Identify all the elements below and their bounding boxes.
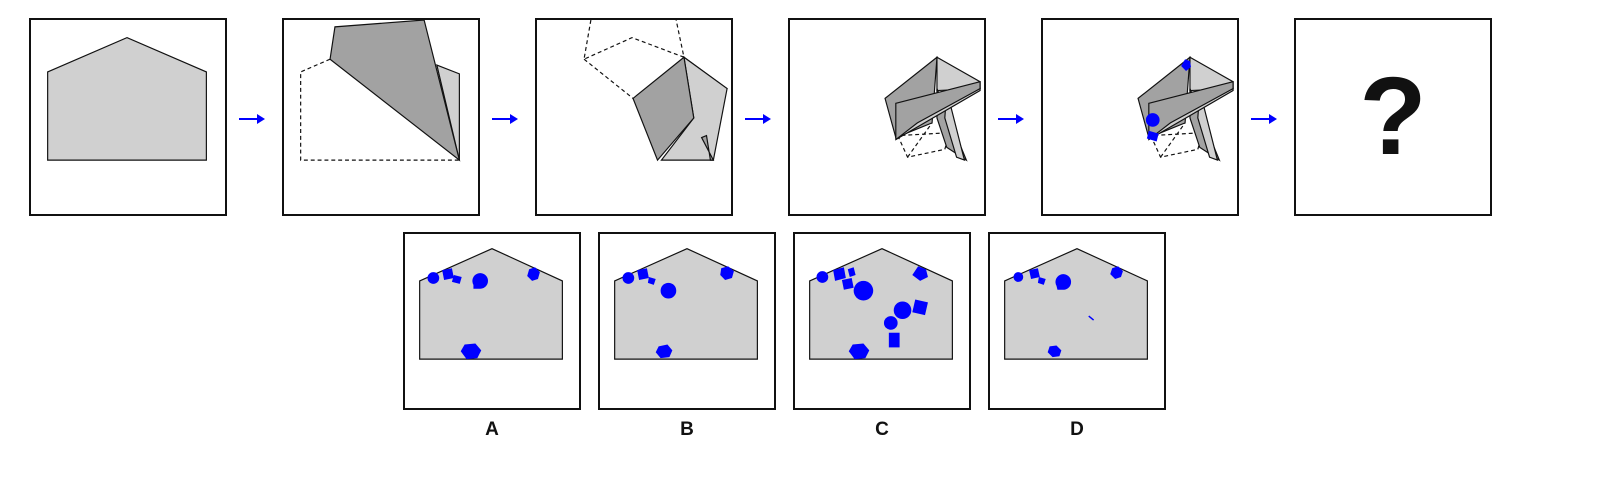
step-5-panel — [1041, 18, 1239, 216]
hole-hexagon-icon — [460, 343, 482, 360]
option-d-panel[interactable] — [988, 232, 1166, 410]
hole-hexagon-icon — [1110, 266, 1123, 279]
arrow-icon — [745, 114, 771, 124]
paper-pentagon — [809, 248, 953, 360]
previous-outline-dashed — [1160, 122, 1186, 158]
previous-outline-dashed — [1149, 132, 1204, 158]
option-b-figure — [614, 248, 758, 360]
paper-pentagon — [47, 36, 207, 161]
hole-hexagon-icon — [655, 344, 673, 359]
paper-front-light — [1148, 87, 1234, 141]
hole-hexagon-icon — [848, 343, 870, 360]
arrow-icon — [1251, 114, 1277, 124]
step-5-figure — [1137, 55, 1234, 162]
hole-hexagon-icon — [1047, 345, 1062, 358]
option-d-figure — [1004, 248, 1148, 360]
hole-circle-icon — [1145, 113, 1160, 127]
step-4-figure — [884, 55, 981, 162]
hole-hexagon-icon — [720, 266, 734, 280]
hole-circle-icon — [816, 271, 829, 283]
hole-square-icon — [451, 275, 462, 284]
option-a-label: A — [485, 419, 499, 440]
option-c-panel[interactable] — [793, 232, 971, 410]
hole-hexagon-icon — [527, 267, 540, 281]
hole-circle-icon — [622, 272, 635, 284]
step-3-panel — [535, 18, 733, 216]
hole-square-icon — [637, 268, 649, 280]
paper-small-tip — [700, 134, 715, 161]
hole-circle-icon — [660, 282, 677, 299]
original-outline-dashed — [300, 58, 460, 161]
answer-panel: ? — [1294, 18, 1492, 216]
question-mark: ? — [1359, 55, 1427, 178]
hole-square-icon — [833, 267, 846, 281]
option-d-label: D — [1070, 419, 1084, 440]
hole-pentagon-icon — [1181, 59, 1191, 71]
step-3-figure — [583, 20, 728, 162]
step-2-figure — [300, 20, 461, 162]
option-c-figure — [809, 248, 953, 360]
hole-circle-icon — [883, 316, 898, 330]
arrow-icon — [998, 114, 1024, 124]
hole-square-icon — [888, 332, 900, 348]
hole-circle-icon — [853, 280, 874, 301]
hole-square-icon — [442, 268, 454, 280]
paper-dark-layer — [632, 56, 695, 162]
paper-pentagon — [419, 248, 563, 360]
hole-pacman-icon — [472, 273, 489, 289]
hole-circle-icon — [1013, 272, 1024, 282]
step-1-panel — [29, 18, 227, 216]
hole-square-icon — [912, 299, 928, 316]
option-a-figure — [419, 248, 563, 360]
option-b-label: B — [680, 419, 694, 440]
hole-pacman-icon — [1055, 274, 1072, 290]
paper-pentagon — [614, 248, 758, 360]
hole-square-icon — [1146, 130, 1159, 142]
hole-square-icon — [647, 277, 656, 285]
folded-flap — [329, 20, 461, 162]
hole-pentagon-icon — [912, 266, 928, 281]
previous-outline-dashed — [907, 122, 933, 158]
previous-outline-dashed — [896, 132, 951, 158]
hole-slit-icon — [1088, 315, 1095, 321]
previous-outline-dashed — [583, 58, 634, 99]
option-a-panel[interactable] — [403, 232, 581, 410]
arrow-icon — [239, 114, 265, 124]
step-2-panel — [282, 18, 480, 216]
arrow-icon — [492, 114, 518, 124]
hole-square-icon — [841, 277, 854, 290]
hole-square-icon — [1037, 277, 1046, 285]
paper-front-light — [895, 87, 981, 141]
hole-square-icon — [847, 267, 856, 278]
previous-outline-dashed — [583, 20, 685, 61]
step-4-panel — [788, 18, 986, 216]
paper-pentagon — [1004, 248, 1148, 360]
hole-circle-icon — [427, 272, 440, 284]
option-c-label: C — [875, 419, 889, 440]
step-1-figure — [47, 36, 207, 161]
hole-circle-icon — [893, 301, 912, 320]
hole-square-icon — [1029, 268, 1040, 279]
option-b-panel[interactable] — [598, 232, 776, 410]
